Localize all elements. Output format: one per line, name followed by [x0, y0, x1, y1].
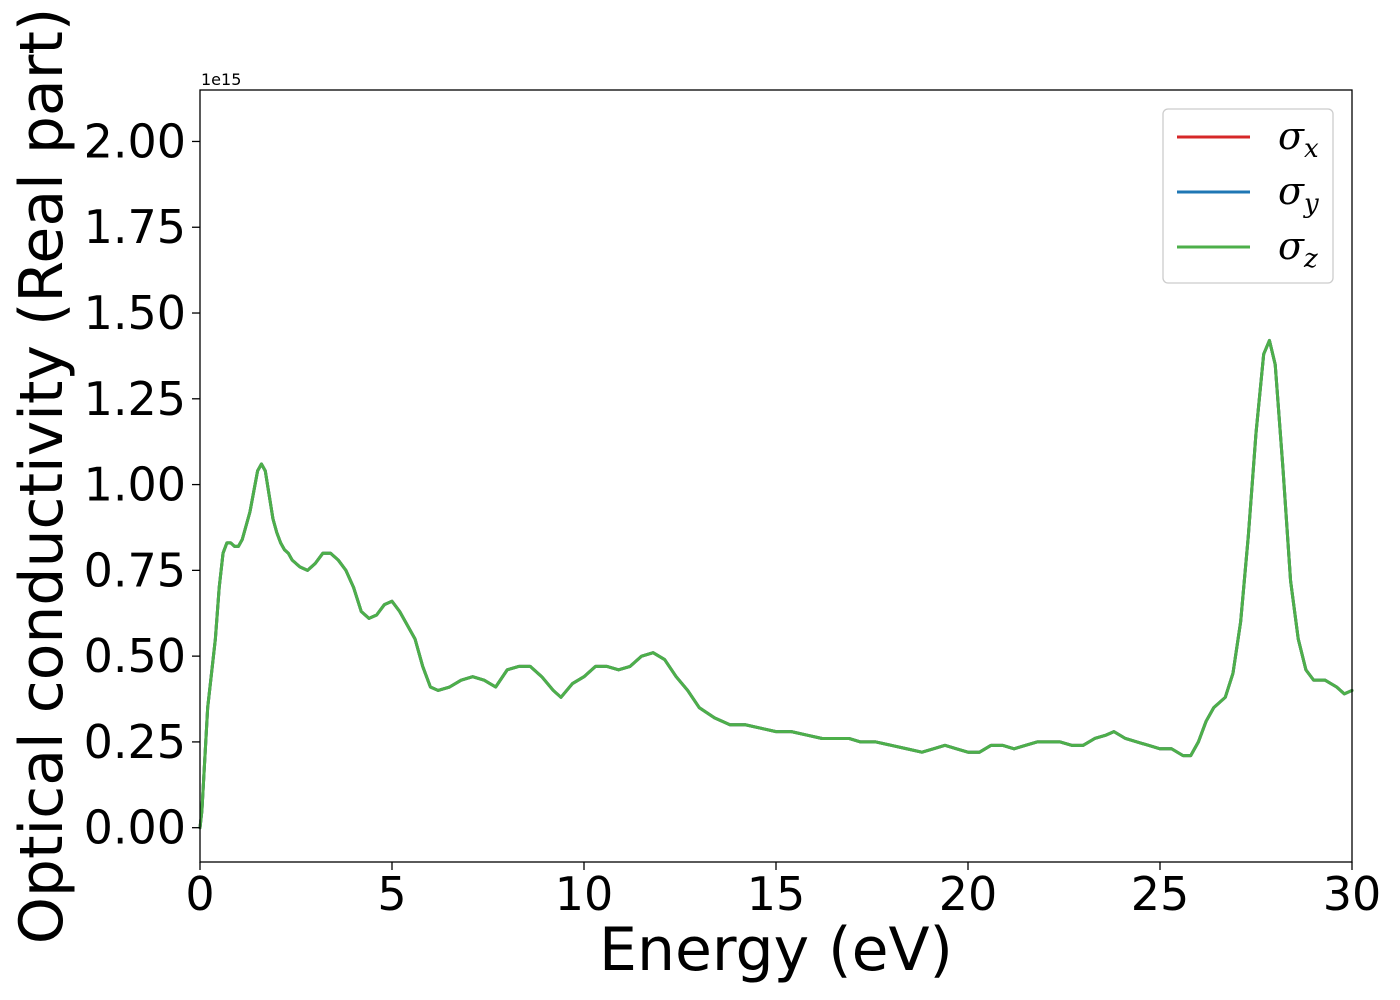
- y-axis-title: Optical conductivity (Real part): [7, 8, 77, 945]
- series-layer: [198, 338, 1354, 830]
- y-tick-label: 2.00: [84, 114, 186, 168]
- x-tick-label: 0: [185, 867, 214, 921]
- legend-label-z: σz: [1278, 224, 1318, 274]
- y-tick-label: 1.50: [84, 286, 186, 340]
- y-tick-label: 0.00: [84, 801, 186, 855]
- legend-label-y: σy: [1278, 169, 1319, 219]
- x-tick-label: 30: [1323, 867, 1382, 921]
- series-line-z: [198, 338, 1354, 830]
- x-tick-label: 5: [377, 867, 406, 921]
- y-tick-label: 0.25: [84, 715, 186, 769]
- legend-frame: [1162, 108, 1334, 284]
- plot-area: [200, 90, 1352, 862]
- legend-label-x: σx: [1278, 114, 1319, 164]
- x-tick-label: 20: [939, 867, 998, 921]
- y-tick-label: 0.75: [84, 543, 186, 597]
- x-tick-label: 25: [1131, 867, 1190, 921]
- y-tick-label: 1.25: [84, 372, 186, 426]
- x-axis-title: Energy (eV): [599, 915, 953, 985]
- y-tick-label: 1.00: [84, 458, 186, 512]
- y-tick-label: 0.50: [84, 629, 186, 683]
- x-tick-label: 10: [555, 867, 614, 921]
- x-tick-label: 15: [747, 867, 806, 921]
- x-axis: 0 5 10 15 20 25 30: [185, 862, 1381, 921]
- y-tick-label: 1.75: [84, 200, 186, 254]
- y-offset-label: 1e15: [201, 70, 241, 89]
- y-axis: 0.00 0.25 0.50 0.75 1.00 1.25 1.50 1.75 2.00: [84, 114, 200, 855]
